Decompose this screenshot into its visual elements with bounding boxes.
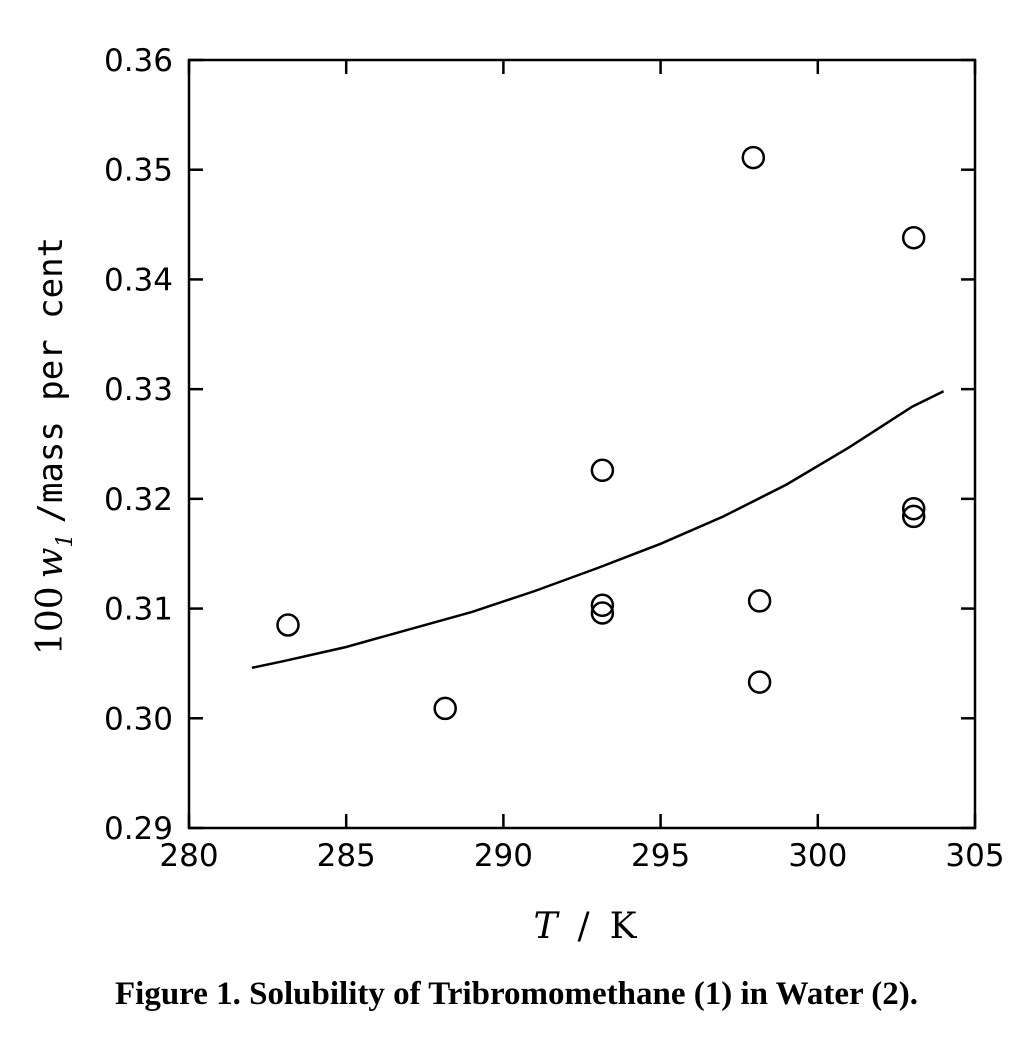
data-point bbox=[747, 670, 772, 694]
x-tick-label: 300 bbox=[788, 838, 847, 874]
y-tick-label: 0.29 bbox=[104, 811, 173, 847]
data-point bbox=[276, 613, 300, 637]
y-tick-label: 0.30 bbox=[104, 701, 173, 737]
fit-curve bbox=[251, 390, 945, 670]
y-tick-label: 0.34 bbox=[104, 262, 173, 298]
x-tick-label: 295 bbox=[631, 838, 690, 874]
x-ticks: 280 285 290 295 300 305 bbox=[159, 60, 1005, 874]
data-point bbox=[901, 496, 926, 521]
x-tick-label: 285 bbox=[317, 838, 376, 874]
data-point bbox=[590, 458, 615, 483]
data-point bbox=[747, 589, 772, 613]
y-tick-label: 0.31 bbox=[104, 592, 173, 628]
x-tick-label: 305 bbox=[945, 838, 1004, 874]
data-point bbox=[901, 225, 926, 250]
x-axis-label: T / K bbox=[533, 906, 637, 947]
data-point bbox=[590, 593, 615, 618]
data-point bbox=[590, 601, 615, 625]
points-layer bbox=[276, 145, 926, 721]
y-tick-label: 0.33 bbox=[104, 372, 173, 408]
x-tick-label: 280 bbox=[159, 838, 218, 874]
svg-text:100w1/mass per cent: 100w1/mass per cent bbox=[30, 237, 78, 655]
figure-caption: Figure 1. Solubility of Tribromomethane … bbox=[115, 976, 918, 1012]
y-tick-label: 0.36 bbox=[104, 43, 173, 79]
y-ticks: 0.29 0.30 0.31 0.32 0.33 0.34 0.35 0.36 bbox=[104, 43, 975, 847]
y-tick-label: 0.35 bbox=[104, 153, 173, 189]
y-axis-label: 100w1/mass per cent bbox=[30, 237, 78, 655]
x-tick-label: 290 bbox=[474, 838, 533, 874]
curve-layer bbox=[251, 390, 945, 670]
chart: 280 285 290 295 300 305 0.290.300.310.320.330… bbox=[30, 43, 1005, 947]
data-point bbox=[433, 696, 457, 721]
plot-frame bbox=[187, 58, 977, 830]
y-tick-label: 0.32 bbox=[104, 482, 173, 518]
data-point bbox=[901, 504, 926, 529]
data-point bbox=[741, 145, 766, 170]
